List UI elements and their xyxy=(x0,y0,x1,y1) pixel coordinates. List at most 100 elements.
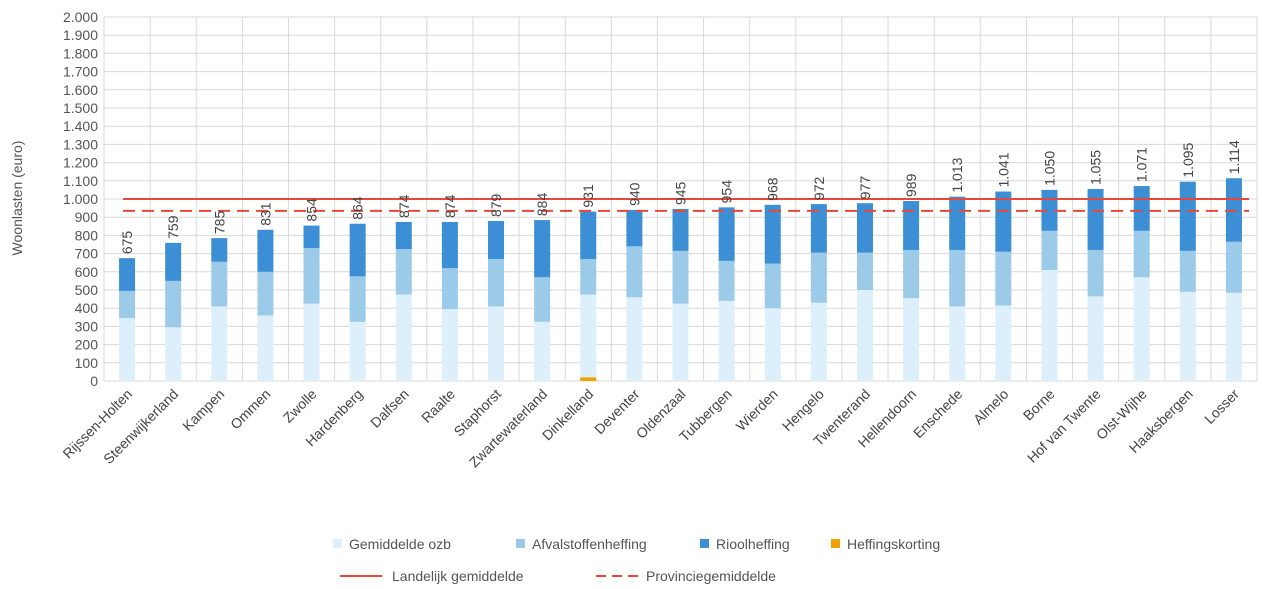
bar-segment-afvalstoffenheffing xyxy=(810,252,827,303)
y-tick-label: 1.000 xyxy=(63,191,98,207)
y-tick-label: 1.800 xyxy=(63,45,98,61)
total-label: 874 xyxy=(442,194,458,218)
bar-segment-rioolheffing xyxy=(119,258,136,291)
bar-segment-rioolheffing xyxy=(211,238,228,262)
bar-segment-rioolheffing xyxy=(1179,181,1196,251)
total-label: 945 xyxy=(673,181,689,205)
bar-segment-rioolheffing xyxy=(626,209,643,247)
total-labels: 675 759 785 831 854 864 874 874 879 884 931 940 945 9… xyxy=(119,140,1242,254)
bar-segment-afvalstoffenheffing xyxy=(119,290,136,319)
total-label: 954 xyxy=(719,180,735,204)
category-label: Borne xyxy=(1020,386,1058,424)
total-label: 931 xyxy=(580,184,596,208)
y-tick-label: 300 xyxy=(75,318,99,334)
legend-label-landelijk: Landelijk gemiddelde xyxy=(392,568,524,584)
bar-segment-afvalstoffenheffing xyxy=(764,263,781,309)
reference-lines xyxy=(123,198,1249,212)
bar-segment-rioolheffing xyxy=(441,221,458,269)
gridlines xyxy=(103,16,1258,382)
y-tick-label: 1.600 xyxy=(63,82,98,98)
bar-segment-ozb xyxy=(119,318,136,381)
total-label: 977 xyxy=(857,176,873,200)
category-label: Zwolle xyxy=(280,386,320,426)
total-label: 1.095 xyxy=(1180,142,1196,177)
bar-segment-ozb xyxy=(211,306,228,381)
bar-segment-ozb xyxy=(1087,296,1104,381)
bar-segment-afvalstoffenheffing xyxy=(626,246,643,298)
bar-segment-afvalstoffenheffing xyxy=(580,259,597,295)
bar-segment-rioolheffing xyxy=(303,225,320,249)
category-label: Kampen xyxy=(179,386,227,434)
bar-segment-rioolheffing xyxy=(718,207,735,261)
total-label: 759 xyxy=(165,215,181,239)
total-label: 989 xyxy=(903,173,919,197)
bar-segment-ozb xyxy=(718,300,735,381)
bar-segment-rioolheffing xyxy=(764,204,781,264)
legend-swatch-afval xyxy=(516,539,525,548)
category-label: Enschede xyxy=(910,386,965,441)
legend-swatch-riool xyxy=(700,539,709,548)
bar-segment-afvalstoffenheffing xyxy=(995,251,1012,306)
y-tick-label: 1.400 xyxy=(63,118,98,134)
category-label: Raalte xyxy=(418,386,458,426)
y-tick-label: 600 xyxy=(75,264,99,280)
bar-segment-ozb xyxy=(995,305,1012,381)
bar-segment-afvalstoffenheffing xyxy=(441,268,458,310)
y-tick-label: 700 xyxy=(75,246,99,262)
y-axis-ticks: 0 100 200 300 400 500 600 700 800 900 1.000 1.100 1.… xyxy=(63,9,98,389)
bar-segment-ozb xyxy=(1179,291,1196,381)
category-label: Almelo xyxy=(970,386,1012,428)
bar-segment-rioolheffing xyxy=(534,220,551,278)
category-label: Zwartewaterland xyxy=(466,386,550,470)
bar-segment-afvalstoffenheffing xyxy=(1225,241,1242,293)
bar-segment-rioolheffing xyxy=(580,211,597,260)
legend-label-provincie: Provinciegemiddelde xyxy=(646,568,776,584)
y-axis-label: Woonlasten (euro) xyxy=(9,141,25,256)
total-label: 874 xyxy=(396,194,412,218)
total-label: 854 xyxy=(304,198,320,222)
bar-segment-afvalstoffenheffing xyxy=(349,276,366,322)
y-tick-label: 200 xyxy=(75,337,99,353)
y-tick-label: 1.700 xyxy=(63,64,98,80)
bar-segment-afvalstoffenheffing xyxy=(534,277,551,322)
bar-segment-rioolheffing xyxy=(903,201,920,250)
total-label: 972 xyxy=(811,177,827,201)
bar-segment-ozb xyxy=(903,298,920,381)
bar-segment-afvalstoffenheffing xyxy=(856,252,873,290)
total-label: 831 xyxy=(257,202,273,226)
y-tick-label: 1.900 xyxy=(63,27,98,43)
y-tick-label: 2.000 xyxy=(63,9,98,25)
y-tick-label: 800 xyxy=(75,227,99,243)
total-label: 1.013 xyxy=(949,157,965,192)
bar-segment-rioolheffing xyxy=(257,229,274,272)
bar-segment-afvalstoffenheffing xyxy=(1087,249,1104,297)
bar-segment-afvalstoffenheffing xyxy=(1179,250,1196,292)
bar-segment-ozb xyxy=(810,302,827,381)
total-label: 1.041 xyxy=(995,152,1011,187)
bar-segment-rioolheffing xyxy=(856,203,873,253)
total-label: 940 xyxy=(626,182,642,206)
legend: Gemiddelde ozb Afvalstoffenheffing Riool… xyxy=(333,536,940,584)
y-tick-label: 900 xyxy=(75,209,99,225)
bar-segment-afvalstoffenheffing xyxy=(257,271,274,316)
bar-segment-ozb xyxy=(1133,277,1150,381)
bar-segment-rioolheffing xyxy=(1133,186,1150,231)
bar-segment-ozb xyxy=(534,321,551,381)
total-label: 879 xyxy=(488,193,504,217)
legend-label-ozb: Gemiddelde ozb xyxy=(349,536,451,552)
bars xyxy=(119,178,1242,381)
y-tick-label: 100 xyxy=(75,355,99,371)
bar-segment-afvalstoffenheffing xyxy=(1133,230,1150,278)
bar-segment-ozb xyxy=(1225,292,1242,381)
bar-segment-ozb xyxy=(303,303,320,381)
category-label: Wierden xyxy=(733,386,781,434)
bar-segment-ozb xyxy=(349,321,366,381)
bar-segment-ozb xyxy=(488,306,505,381)
bar-segment-afvalstoffenheffing xyxy=(1041,230,1058,270)
bar-segment-ozb xyxy=(1041,269,1058,381)
y-tick-label: 0 xyxy=(90,373,98,389)
total-label: 884 xyxy=(534,193,550,217)
total-label: 1.050 xyxy=(1041,151,1057,186)
bar-segment-ozb xyxy=(764,308,781,381)
